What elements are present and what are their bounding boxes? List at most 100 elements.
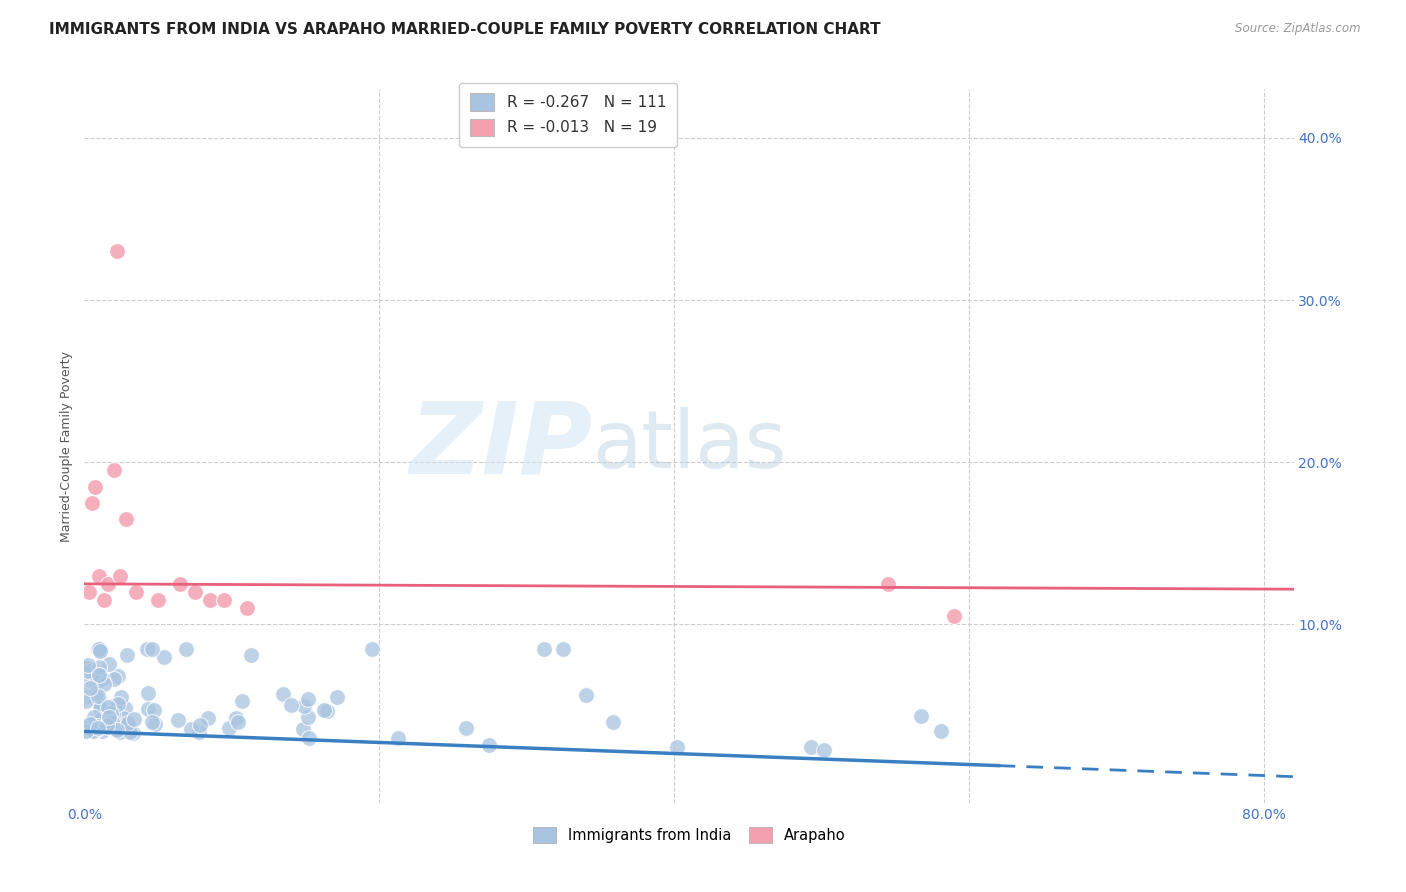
Point (86, 723, 108, 738)
Point (80, 717, 103, 731)
Y-axis label: Married-Couple Family Poverty: Married-Couple Family Poverty (60, 351, 73, 541)
Text: Source: ZipAtlas.com: Source: ZipAtlas.com (1236, 22, 1361, 36)
Point (136, 685, 159, 699)
Point (80, 496, 103, 510)
Point (110, 690, 132, 705)
Point (454, 721, 477, 735)
Text: atlas: atlas (592, 407, 786, 485)
Point (97, 700, 120, 714)
Point (184, 585, 207, 599)
Point (103, 463, 125, 477)
Point (943, 609, 966, 624)
Point (228, 714, 250, 729)
Point (112, 711, 135, 725)
Point (533, 641, 555, 656)
Point (82, 724, 104, 739)
Point (93, 677, 115, 691)
Point (86, 714, 108, 728)
Point (188, 724, 211, 739)
Point (75, 661, 97, 675)
Point (198, 593, 221, 607)
Point (166, 713, 188, 727)
Point (89, 695, 111, 709)
Point (87, 568, 110, 582)
Point (292, 698, 315, 713)
Point (235, 601, 257, 615)
Point (297, 731, 319, 745)
Point (225, 711, 247, 725)
Legend: Immigrants from India, Arapaho: Immigrants from India, Arapaho (527, 822, 851, 849)
Point (75, 723, 97, 737)
Point (813, 743, 835, 757)
Point (77, 664, 100, 678)
Point (297, 710, 319, 724)
Point (82, 723, 104, 738)
Text: ZIP: ZIP (409, 398, 592, 494)
Point (75, 690, 97, 704)
Point (136, 641, 159, 656)
Point (79, 715, 101, 730)
Point (180, 722, 202, 736)
Point (89, 641, 111, 656)
Point (142, 703, 165, 717)
Point (87, 641, 110, 656)
Point (97, 577, 120, 591)
Point (93, 593, 115, 607)
Point (97, 710, 120, 724)
Point (93, 719, 115, 733)
Point (214, 593, 236, 607)
Point (146, 593, 169, 607)
Point (83, 479, 105, 493)
Point (114, 512, 136, 526)
Point (87, 719, 110, 733)
Point (553, 641, 575, 656)
Point (91, 723, 114, 738)
Point (575, 688, 598, 702)
Point (197, 711, 219, 725)
Point (477, 738, 499, 752)
Point (665, 739, 688, 754)
Point (118, 725, 141, 739)
Point (117, 715, 139, 730)
Point (83, 710, 105, 724)
Point (87, 659, 110, 673)
Point (153, 649, 176, 664)
Point (96, 720, 118, 734)
Point (100, 715, 122, 730)
Point (87, 667, 110, 681)
Point (80, 673, 103, 687)
Point (910, 709, 932, 723)
Point (110, 725, 132, 739)
Point (84, 686, 107, 700)
Point (89, 643, 111, 657)
Point (125, 585, 148, 599)
Point (91, 717, 114, 731)
Point (87, 668, 110, 682)
Point (326, 690, 349, 704)
Point (169, 577, 191, 591)
Point (90, 712, 112, 726)
Point (292, 722, 315, 736)
Point (141, 714, 163, 729)
Point (89, 701, 111, 715)
Point (877, 577, 900, 591)
Point (124, 712, 146, 726)
Point (602, 714, 624, 729)
Point (103, 672, 125, 686)
Point (145, 716, 167, 731)
Point (83, 723, 105, 737)
Point (240, 648, 263, 662)
Point (141, 641, 163, 656)
Point (115, 648, 138, 662)
Point (387, 731, 409, 745)
Point (90, 672, 112, 686)
Point (90, 699, 112, 714)
Point (114, 700, 136, 714)
Point (271, 687, 294, 701)
Point (314, 703, 336, 717)
Point (799, 739, 821, 754)
Point (297, 692, 319, 706)
Text: IMMIGRANTS FROM INDIA VS ARAPAHO MARRIED-COUPLE FAMILY POVERTY CORRELATION CHART: IMMIGRANTS FROM INDIA VS ARAPAHO MARRIED… (49, 22, 880, 37)
Point (117, 720, 139, 734)
Point (75, 723, 97, 738)
